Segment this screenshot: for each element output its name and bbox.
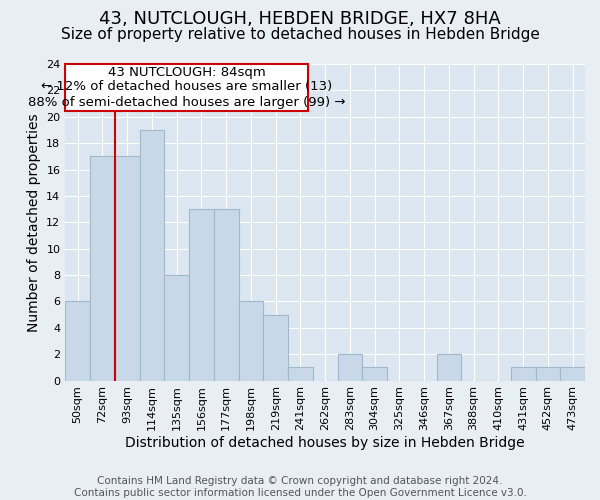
X-axis label: Distribution of detached houses by size in Hebden Bridge: Distribution of detached houses by size … [125, 436, 525, 450]
Bar [437, 354, 461, 380]
Y-axis label: Number of detached properties: Number of detached properties [26, 113, 41, 332]
Text: 43, NUTCLOUGH, HEBDEN BRIDGE, HX7 8HA: 43, NUTCLOUGH, HEBDEN BRIDGE, HX7 8HA [99, 10, 501, 28]
Bar [337, 354, 362, 380]
Text: Contains HM Land Registry data © Crown copyright and database right 2024.
Contai: Contains HM Land Registry data © Crown c… [74, 476, 526, 498]
Bar [214, 209, 239, 380]
Bar [511, 368, 536, 380]
Bar [164, 275, 189, 380]
Bar [65, 302, 90, 380]
Text: 88% of semi-detached houses are larger (99) →: 88% of semi-detached houses are larger (… [28, 96, 345, 110]
Bar [115, 156, 139, 380]
Text: Size of property relative to detached houses in Hebden Bridge: Size of property relative to detached ho… [61, 28, 539, 42]
Bar [288, 368, 313, 380]
Bar [560, 368, 585, 380]
Bar [90, 156, 115, 380]
Bar [189, 209, 214, 380]
Bar [362, 368, 387, 380]
Bar [536, 368, 560, 380]
Text: 43 NUTCLOUGH: 84sqm: 43 NUTCLOUGH: 84sqm [107, 66, 265, 79]
FancyBboxPatch shape [65, 64, 308, 112]
Bar [139, 130, 164, 380]
Bar [239, 302, 263, 380]
Bar [263, 314, 288, 380]
Text: ← 12% of detached houses are smaller (13): ← 12% of detached houses are smaller (13… [41, 80, 332, 94]
